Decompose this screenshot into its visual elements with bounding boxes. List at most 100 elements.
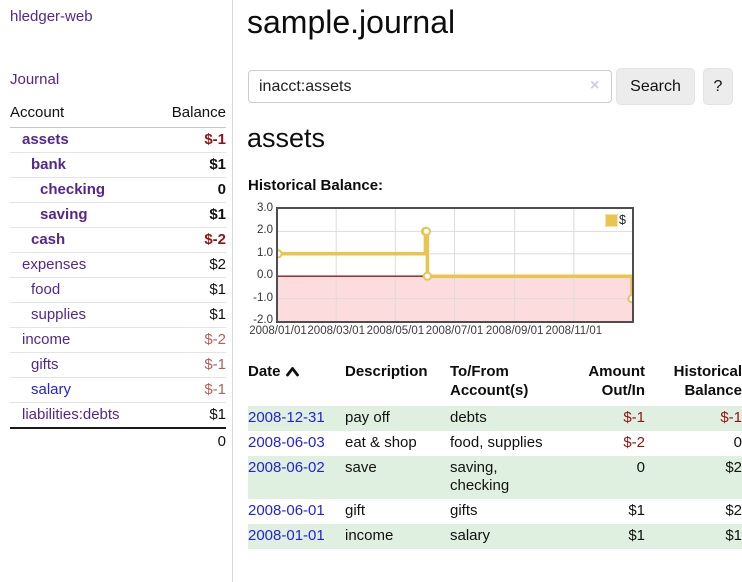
search-button[interactable]: Search [616, 68, 695, 105]
account-balance: $-1 [204, 131, 226, 148]
account-row: supplies $1 [10, 302, 226, 328]
sort-ascending-icon [285, 366, 299, 376]
sidebar: hledger-web Journal Account Balance asse… [0, 0, 233, 582]
historical-balance-chart: $ 3.0 2.0 1.0 0.0 -1.0 -2.0 2008/01/01 2008/03/… [248, 201, 742, 346]
account-link[interactable]: assets [22, 131, 69, 148]
account-balance: $-1 [154, 377, 226, 403]
search-input[interactable] [248, 70, 612, 103]
transaction-date-link[interactable]: 2008-01-01 [248, 527, 325, 544]
account-name-cell: expenses [10, 252, 155, 278]
account-link[interactable]: liabilities:debts [22, 406, 120, 423]
y-axis-tick-label: 2.0 [257, 224, 273, 237]
account-link[interactable]: supplies [31, 306, 87, 323]
account-balance: $1 [154, 302, 226, 328]
account-name-cell: salary [10, 377, 155, 403]
register-balance-cell: $2 [725, 502, 742, 519]
register-header-date[interactable]: Date [248, 362, 345, 406]
clear-search-icon[interactable]: × [590, 77, 600, 94]
x-axis-tick-label: 2008/01/01 [249, 325, 307, 337]
account-row: bank $1 [10, 152, 226, 178]
account-link[interactable]: salary [31, 381, 72, 398]
account-link[interactable]: bank [31, 156, 67, 173]
account-name-cell: saving [10, 202, 155, 228]
register-description-cell: save [345, 459, 377, 476]
account-link[interactable]: checking [40, 181, 106, 198]
register-tbody: 2008-12-31 pay off debts $-1 $-1 2008-06-03 ea… [248, 406, 742, 549]
register-amount-cell: 0 [636, 459, 645, 476]
account-balance: $-2 [154, 227, 226, 253]
y-axis-tick-label: 3.0 [257, 202, 273, 214]
account-name-cell: food [10, 277, 155, 303]
account-row: cash $-2 [10, 227, 226, 253]
register-accounts-cell: food, supplies [450, 434, 543, 451]
register-date-cell: 2008-06-01 [248, 499, 345, 524]
account-name-cell: liabilities:debts [10, 402, 155, 428]
account-balance: $-2 [154, 327, 226, 353]
register-balance-cell: $1 [725, 527, 742, 544]
account-balance: $1 [154, 277, 226, 303]
page-title: sample.journal [247, 4, 456, 40]
legend-label: $ [619, 213, 626, 227]
accounts-header-account: Account [10, 100, 155, 128]
account-row: salary $-1 [10, 377, 226, 403]
chart-svg [278, 209, 632, 321]
register-header-accounts: To/From Account(s) [450, 363, 529, 399]
register-date-cell: 2008-12-31 [248, 406, 345, 431]
app-logo-link[interactable]: hledger-web [10, 8, 93, 25]
account-row: saving $1 [10, 202, 226, 228]
account-link[interactable]: food [31, 281, 61, 298]
register-table: Date Description To/From Account(s) Amou… [248, 362, 742, 549]
account-heading: assets [247, 123, 326, 153]
account-row: checking 0 [10, 177, 226, 203]
accounts-tbody: assets $-1 bank $1 checking 0 saving $1 cash $-2 e… [10, 128, 226, 428]
transaction-date-link[interactable]: 2008-06-02 [248, 459, 325, 476]
register-amount-cell: $-2 [623, 434, 645, 451]
account-link[interactable]: income [22, 331, 71, 348]
account-name-cell: supplies [10, 302, 155, 328]
account-name-cell: assets [10, 128, 154, 153]
register-header-date-label: Date [248, 363, 281, 380]
account-balance: $1 [154, 202, 226, 228]
register-description-cell: pay off [345, 409, 390, 426]
register-accounts-cell: gifts [450, 502, 478, 519]
account-name-cell: bank [10, 152, 155, 178]
sidebar-item-journal[interactable]: Journal [10, 71, 60, 88]
help-button[interactable]: ? [703, 68, 733, 105]
transaction-date-link[interactable]: 2008-06-01 [248, 502, 325, 519]
register-row: 2008-12-31 pay off debts $-1 $-1 [248, 406, 742, 431]
x-axis-tick-label: 2008/05/01 [366, 325, 425, 337]
register-accounts-cell: saving, checking [450, 459, 510, 494]
x-axis-tick-label: 2008/03/01 [307, 325, 365, 337]
y-axis-tick-label: -2.0 [253, 314, 273, 326]
register-description-cell: gift [345, 502, 366, 519]
chart-legend: $ [603, 212, 628, 228]
accounts-balance-table: Account Balance assets $-1 bank $1 checking 0… [10, 100, 226, 454]
legend-color-swatch [605, 213, 619, 227]
y-axis-tick-label: 0.0 [257, 269, 273, 282]
account-balance: $-1 [154, 352, 226, 378]
register-header-balance: Historical Balance [673, 363, 742, 399]
account-row: assets $-1 [10, 128, 226, 153]
account-link[interactable]: saving [40, 206, 88, 223]
register-header-amount: Amount Out/In [588, 363, 645, 399]
accounts-total-spacer [10, 427, 155, 454]
register-accounts-cell: debts [450, 409, 487, 426]
register-accounts-cell: salary [450, 527, 491, 544]
accounts-table-header: Account Balance [10, 100, 226, 128]
register-date-cell: 2008-06-03 [248, 431, 345, 456]
account-balance: $1 [154, 152, 226, 178]
account-link[interactable]: cash [31, 231, 66, 248]
register-row: 2008-06-01 gift gifts $1 $2 [248, 499, 742, 524]
account-link[interactable]: expenses [22, 256, 87, 273]
account-balance: 0 [154, 177, 226, 203]
account-row: liabilities:debts $1 [10, 402, 226, 428]
register-row: 2008-06-03 eat & shop food, supplies $-2 0 [248, 431, 742, 456]
account-link[interactable]: gifts [31, 356, 59, 373]
y-axis-tick-label: 1.0 [257, 246, 273, 259]
register-description-cell: income [345, 527, 394, 544]
register-amount-cell: $1 [628, 502, 645, 519]
register-date-cell: 2008-01-01 [248, 524, 345, 549]
transaction-date-link[interactable]: 2008-06-03 [248, 434, 325, 451]
transaction-date-link[interactable]: 2008-12-31 [248, 409, 325, 426]
account-row: gifts $-1 [10, 352, 226, 378]
